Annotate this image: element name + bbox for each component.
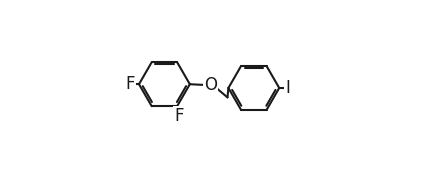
Text: I: I xyxy=(285,79,290,97)
Text: F: F xyxy=(174,107,184,125)
Text: F: F xyxy=(126,75,135,93)
Text: O: O xyxy=(204,76,217,94)
